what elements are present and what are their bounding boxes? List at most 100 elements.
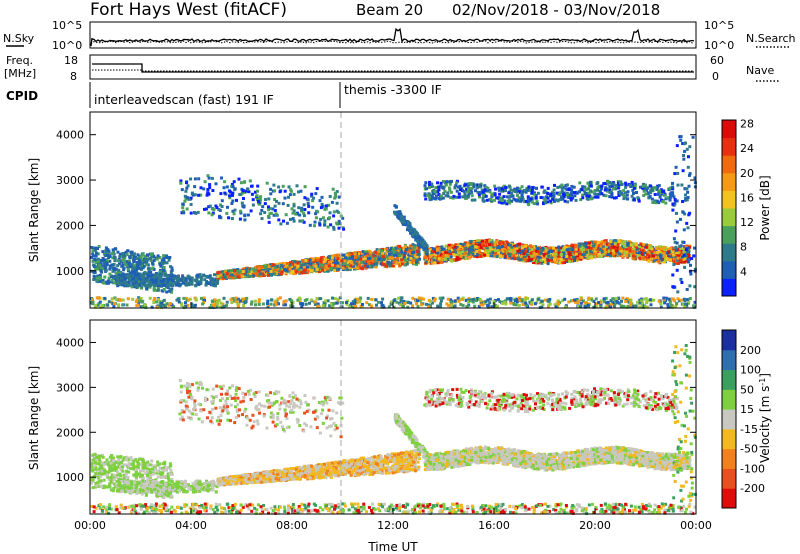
range-cell (345, 262, 349, 266)
range-cell (220, 176, 223, 180)
range-cell (185, 186, 189, 190)
range-cell (427, 303, 431, 307)
range-cell (239, 269, 243, 273)
range-cell (356, 255, 360, 259)
range-cell (269, 192, 273, 196)
range-cell (540, 255, 544, 259)
range-cell (187, 281, 191, 285)
range-cell (291, 304, 295, 308)
range-cell (292, 192, 296, 196)
range-cell (155, 305, 159, 309)
range-cell (266, 299, 270, 303)
range-cell (151, 281, 155, 284)
range-cell (254, 303, 257, 307)
range-cell (415, 302, 419, 306)
range-cell (373, 256, 377, 260)
range-cell (523, 255, 527, 259)
range-cell (146, 253, 149, 257)
range-cell (403, 251, 407, 255)
range-cell (447, 303, 450, 307)
range-cell (157, 281, 161, 285)
range-cell (484, 244, 488, 248)
range-cell (412, 250, 416, 254)
range-cell (298, 219, 302, 223)
range-cell (614, 297, 618, 301)
range-cell (518, 251, 521, 254)
range-cell (673, 257, 676, 261)
range-cell (330, 256, 334, 260)
range-cell (185, 207, 189, 211)
range-cell (374, 260, 378, 264)
range-cell (253, 299, 257, 303)
range-cell (563, 261, 566, 264)
range-cell (471, 300, 475, 304)
range-cell (328, 304, 332, 308)
range-cell (161, 269, 164, 273)
range-cell (193, 193, 197, 197)
range-cell (244, 272, 248, 276)
range-cell (373, 263, 377, 267)
range-cell (238, 299, 242, 303)
range-cell (446, 257, 450, 261)
range-cell (577, 248, 581, 252)
range-cell (384, 251, 388, 255)
range-cell (240, 201, 244, 205)
range-cell (232, 180, 236, 184)
range-cell (128, 261, 132, 265)
range-cell (96, 265, 99, 269)
range-cell (324, 204, 328, 208)
range-cell (271, 266, 275, 270)
range-cell (625, 248, 628, 252)
range-cell (219, 203, 222, 207)
range-cell (449, 300, 453, 304)
range-cell (194, 283, 198, 287)
range-cell (454, 243, 458, 247)
range-cell (142, 264, 146, 268)
range-cell (133, 276, 137, 280)
range-cell (612, 304, 616, 308)
range-cell (237, 272, 240, 276)
range-cell (98, 277, 102, 281)
range-cell (611, 297, 615, 301)
range-cell (241, 204, 245, 208)
range-cell (231, 297, 235, 301)
range-cell (293, 260, 297, 264)
range-cell (211, 280, 215, 284)
range-cell (128, 271, 132, 275)
range-cell (273, 189, 277, 193)
range-cell (309, 258, 312, 262)
range-cell (668, 300, 672, 304)
range-cell (335, 254, 339, 258)
range-cell (130, 253, 133, 257)
range-cell (297, 268, 301, 272)
range-cell (130, 285, 134, 289)
range-cell (248, 179, 252, 183)
range-cell (218, 305, 222, 309)
range-cell (361, 303, 364, 306)
range-cell (516, 243, 520, 247)
range-cell (381, 251, 385, 255)
range-cell (417, 296, 421, 300)
range-cell (413, 255, 417, 259)
range-cell (226, 205, 229, 209)
range-cell (160, 301, 164, 305)
range-cell (119, 271, 123, 275)
range-cell (683, 299, 687, 303)
range-cell (303, 268, 307, 272)
range-cell (290, 299, 293, 303)
range-cell (369, 250, 373, 254)
range-cell (110, 275, 114, 279)
range-cell (379, 262, 383, 266)
range-cell (92, 278, 96, 281)
range-cell (524, 301, 528, 305)
range-cell (233, 208, 237, 212)
range-cell (183, 280, 187, 284)
range-cell (553, 249, 557, 253)
range-cell (393, 248, 397, 252)
range-cell (409, 251, 412, 255)
range-cell (411, 243, 415, 247)
range-cell (246, 213, 250, 217)
range-cell (300, 304, 304, 308)
range-cell (582, 299, 585, 303)
range-cell (155, 300, 159, 304)
